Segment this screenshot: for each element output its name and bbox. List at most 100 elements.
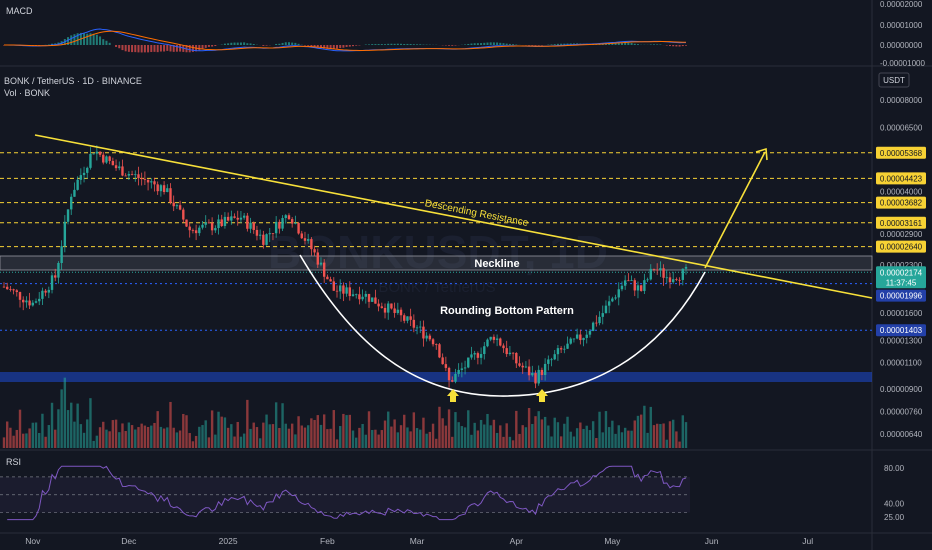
candle-body xyxy=(198,227,201,234)
candle-body xyxy=(390,303,393,309)
candle-body xyxy=(441,357,444,365)
candle-body xyxy=(220,219,223,226)
volume-bar xyxy=(614,433,617,448)
macd-histogram-bar xyxy=(92,33,95,45)
macd-histogram-bar xyxy=(614,42,617,45)
candle-body xyxy=(457,369,460,374)
volume-bar xyxy=(671,419,675,448)
volume-bar xyxy=(178,430,182,448)
volume-bars xyxy=(2,377,688,448)
volume-bar xyxy=(652,425,656,448)
macd-histogram-bar xyxy=(630,42,633,45)
currency-badge[interactable] xyxy=(878,72,910,88)
volume-bar xyxy=(419,429,422,448)
candle-body xyxy=(575,334,579,339)
macd-histogram-bar xyxy=(377,44,380,45)
macd-histogram-bar xyxy=(416,44,419,45)
macd-histogram-bar xyxy=(102,39,105,45)
candle-body xyxy=(473,353,476,355)
support-badge xyxy=(876,289,926,302)
candle-body xyxy=(252,222,255,230)
candle-body xyxy=(223,216,227,226)
volume-bar xyxy=(207,437,211,448)
macd-histogram-bar xyxy=(175,45,178,52)
candle-body xyxy=(652,268,656,270)
volume-bar xyxy=(403,414,406,448)
macd-axis-tick: 0.00001000 xyxy=(880,21,923,30)
volume-bar xyxy=(108,431,111,448)
descending-resistance-line[interactable] xyxy=(34,134,873,299)
volume-bar xyxy=(265,414,268,448)
volume-bar xyxy=(569,431,572,448)
candle-body xyxy=(18,292,22,300)
level-badge-label: 0.00005368 xyxy=(880,149,923,158)
candle-body xyxy=(604,305,608,314)
candle-body xyxy=(601,313,604,317)
volume-bar xyxy=(47,425,51,448)
volume-bar xyxy=(636,415,640,448)
candle-body xyxy=(543,363,547,375)
macd-histogram-bar xyxy=(374,44,377,45)
macd-histogram-bar xyxy=(406,43,409,45)
candle-body xyxy=(531,373,534,376)
candle-body xyxy=(489,336,492,340)
macd-histogram-bar xyxy=(124,45,127,52)
volume-bar xyxy=(537,411,540,448)
candle-body xyxy=(95,151,99,154)
volume-bar xyxy=(444,425,448,448)
candle-body xyxy=(515,353,518,364)
macd-histogram-bar xyxy=(675,45,678,47)
candle-body xyxy=(230,216,233,221)
volume-bar xyxy=(127,422,131,448)
candle-body xyxy=(444,364,448,368)
macd-histogram-bar xyxy=(633,43,636,45)
candle-body xyxy=(105,156,108,163)
candle-body xyxy=(451,380,454,382)
neckline-zone xyxy=(0,255,873,271)
volume-bar xyxy=(255,427,259,448)
macd-histogram-bar xyxy=(172,45,175,52)
volume-bar xyxy=(659,424,662,448)
volume-bar xyxy=(556,422,560,448)
level-badge xyxy=(876,172,926,185)
volume-bar xyxy=(428,431,432,448)
rounding-bottom-curve[interactable] xyxy=(299,254,706,397)
volume-bar xyxy=(454,412,457,448)
candle-body xyxy=(406,316,409,321)
volume-bar xyxy=(191,441,195,448)
volume-bar xyxy=(502,436,505,448)
macd-histogram-bar xyxy=(342,45,345,48)
candle-body xyxy=(34,301,38,303)
volume-bar xyxy=(643,405,646,448)
candle-body xyxy=(636,285,640,291)
volume-bar xyxy=(338,426,342,448)
volume-bar xyxy=(531,423,534,448)
volume-bar xyxy=(515,410,518,448)
macd-histogram-bar xyxy=(86,33,89,45)
volume-bar xyxy=(495,432,499,448)
candle-body xyxy=(367,293,371,302)
volume-bar xyxy=(479,419,483,448)
macd-axis-tick: 0.00002000 xyxy=(880,0,923,9)
volume-bar xyxy=(233,436,236,448)
volume-bar xyxy=(134,429,137,448)
macd-histogram-bar xyxy=(390,43,393,45)
volume-bar xyxy=(246,399,249,448)
macd-histogram-bar xyxy=(191,45,194,52)
price-axis-tick: 0.00001100 xyxy=(880,358,922,367)
volume-bar xyxy=(415,428,419,448)
macd-histogram-bar xyxy=(678,45,681,47)
candle-body xyxy=(6,286,9,290)
price-axis-tick: 0.00004000 xyxy=(880,188,923,197)
projection-arrow-line[interactable] xyxy=(704,151,766,269)
volume-bar xyxy=(492,419,496,448)
macd-histogram-bar xyxy=(323,45,326,49)
volume-bar xyxy=(290,423,294,448)
volume-bar xyxy=(230,424,233,448)
candle-body xyxy=(627,280,630,282)
macd-histogram-bar xyxy=(147,45,150,53)
macd-histogram-bar xyxy=(287,42,290,45)
volume-bar xyxy=(582,428,585,448)
volume-bar xyxy=(611,420,614,448)
